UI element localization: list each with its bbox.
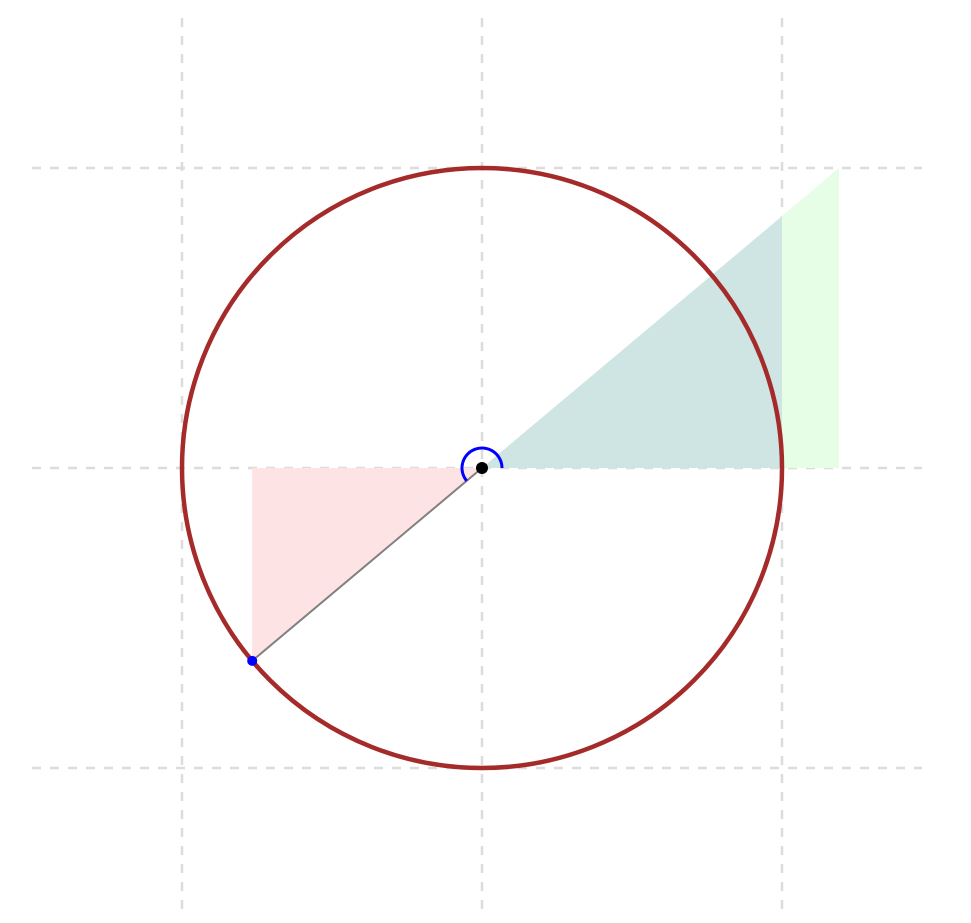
point-on-circle[interactable]	[247, 655, 258, 666]
center-point	[476, 462, 488, 474]
angle-arc-marker	[460, 446, 504, 482]
overlap-triangle	[482, 216, 782, 468]
unit-circle	[179, 165, 785, 771]
angle-ray	[251, 467, 483, 662]
